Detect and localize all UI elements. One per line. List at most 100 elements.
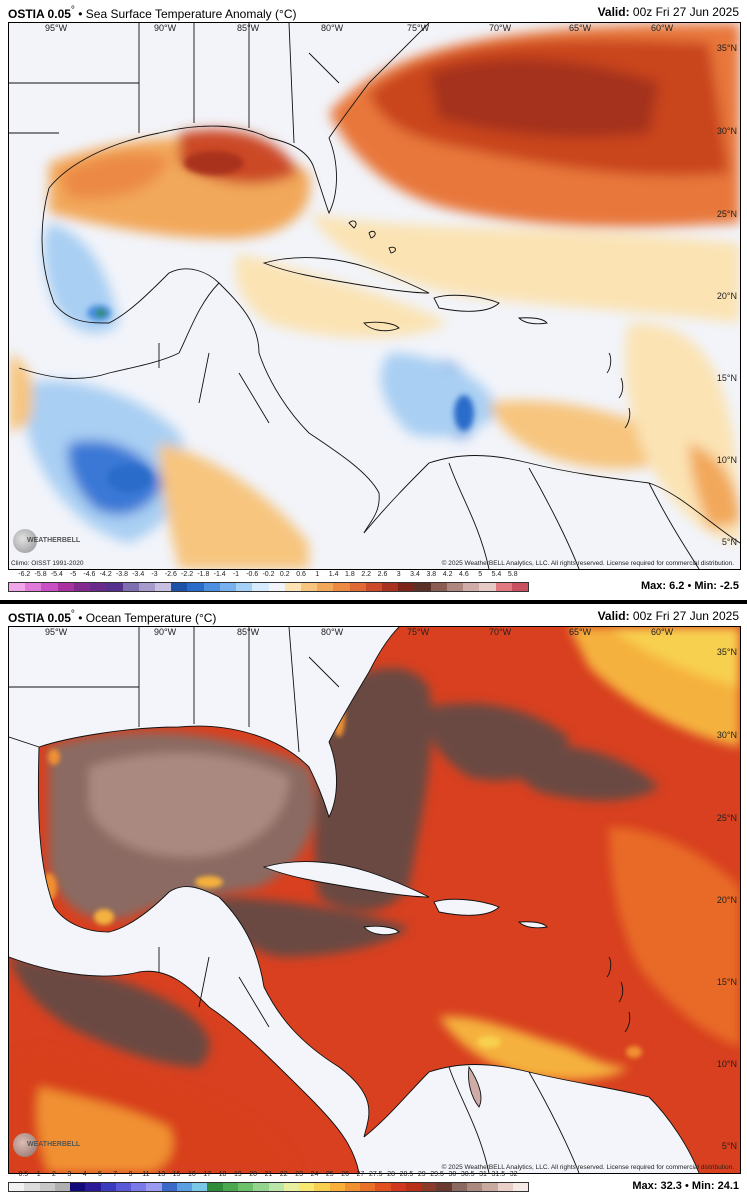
colorbar-swatch [421, 1183, 437, 1191]
ocean-valid-time: Valid: 00z Fri 27 Jun 2025 [597, 609, 739, 623]
colorbar-swatch [222, 1183, 238, 1191]
weatherbell-logo-icon [13, 529, 37, 553]
lat-label: 5°N [721, 537, 737, 547]
colorbar-swatch [360, 1183, 376, 1191]
panel-divider [0, 600, 747, 604]
ocean-colorbar-swatches [8, 1182, 529, 1192]
colorbar-tick-label: -5.8 [34, 571, 47, 578]
colorbar-tick-label: 11 [142, 1171, 150, 1178]
colorbar-tick-label: 1.8 [345, 571, 355, 578]
colorbar-tick-label: 23 [295, 1171, 304, 1178]
colorbar-swatch [115, 1183, 132, 1191]
lon-label: 70°W [489, 23, 512, 33]
lat-label: 25°N [716, 813, 737, 823]
anomaly-title: OSTIA 0.05° • Sea Surface Temperature An… [8, 5, 297, 21]
colorbar-swatch [192, 1183, 208, 1191]
colorbar-swatch [283, 1183, 300, 1191]
colorbar-swatch [24, 1183, 40, 1191]
colorbar-tick-label: -2.2 [181, 571, 194, 578]
colorbar-swatch [252, 583, 269, 591]
colorbar-tick-label: 3.8 [426, 571, 437, 578]
colorbar-tick-label: 15 [172, 1171, 181, 1178]
lat-label: 5°N [721, 1141, 737, 1151]
lat-label: 30°N [716, 730, 737, 740]
colorbar-tick-label: 2 [52, 1171, 56, 1178]
ocean-temp-panel: OSTIA 0.05° • Ocean Temperature (°C) Val… [0, 604, 747, 1200]
colorbar-swatch [154, 583, 172, 591]
colorbar-tick-label: 20 [249, 1171, 258, 1178]
lat-label: 10°N [716, 1059, 737, 1069]
ocean-title-bar: OSTIA 0.05° • Ocean Temperature (°C) Val… [0, 604, 747, 626]
lon-label: 90°W [154, 627, 177, 637]
colorbar-tick-label: 4.2 [442, 571, 453, 578]
colorbar-tick-label: -4.6 [83, 571, 96, 578]
colorbar-swatch [300, 583, 318, 591]
anomaly-map-canvas [9, 23, 740, 569]
colorbar-tick-label: 4.6 [459, 571, 469, 578]
lat-label: 35°N [716, 43, 737, 53]
colorbar-swatch [85, 1183, 101, 1191]
colorbar-tick-label: 0.2 [279, 571, 290, 578]
anomaly-variable-title: • Sea Surface Temperature Anomaly (°C) [78, 7, 297, 21]
colorbar-swatch [436, 1183, 452, 1191]
anomaly-colorbar-labels: -6.2 -5.8 -5.4 -5 -4.6 -4.2 -3.8 -3.4 -3 -2.6 -2.2… [8, 570, 529, 582]
colorbar-tick-label: 2.6 [377, 571, 388, 578]
colorbar-tick-label: 29.5 [430, 1171, 444, 1178]
lon-label: 70°W [489, 627, 512, 637]
lon-label: 95°W [45, 23, 68, 33]
colorbar-swatch [122, 583, 139, 591]
lon-label: 65°W [569, 23, 592, 33]
weatherbell-logo: WEATHERBELL [13, 1133, 80, 1159]
colorbar-swatch [236, 583, 253, 591]
colorbar-swatch [344, 1183, 361, 1191]
colorbar-tick-label: 4 [82, 1171, 87, 1178]
lon-label: 80°W [321, 627, 344, 637]
anomaly-map[interactable]: 95°W 90°W 85°W 80°W 75°W 70°W 65°W 60°W … [8, 22, 741, 570]
anomaly-colorbar: -6.2 -5.8 -5.4 -5 -4.6 -4.2 -3.8 -3.4 -3 -2.6 -2.2… [8, 570, 529, 598]
colorbar-swatch [365, 583, 383, 591]
colorbar-swatch [349, 583, 366, 591]
colorbar-tick-label: -5 [70, 571, 77, 578]
colorbar-swatch [207, 1183, 223, 1191]
colorbar-swatch [446, 583, 464, 591]
colorbar-swatch [451, 1183, 467, 1191]
colorbar-swatch [268, 1183, 284, 1191]
colorbar-swatch [25, 583, 42, 591]
lon-label: 60°W [651, 627, 674, 637]
colorbar-swatch [57, 583, 74, 591]
ocean-temp-map[interactable]: 95°W 90°W 85°W 80°W 75°W 70°W 65°W 60°W … [8, 626, 741, 1174]
colorbar-tick-label: 3 [67, 1171, 72, 1178]
colorbar-tick-label: 32 [509, 1171, 518, 1178]
lat-label: 15°N [716, 373, 737, 383]
colorbar-tick-label: 16 [187, 1171, 196, 1178]
colorbar-swatch [131, 1183, 147, 1191]
colorbar-swatch [161, 1183, 177, 1191]
colorbar-swatch [375, 1183, 391, 1191]
colorbar-swatch [398, 583, 415, 591]
colorbar-swatch [479, 583, 496, 591]
colorbar-swatch [299, 1183, 315, 1191]
anomaly-valid-time: Valid: 00z Fri 27 Jun 2025 [597, 5, 739, 19]
ocean-coastlines [9, 627, 700, 1173]
ocean-title: OSTIA 0.05° • Ocean Temperature (°C) [8, 609, 217, 625]
anomaly-shading [9, 23, 740, 569]
colorbar-tick-label: 28 [387, 1171, 395, 1178]
colorbar-tick-label: 19 [233, 1171, 242, 1178]
colorbar-swatch [146, 1183, 162, 1191]
colorbar-tick-label: 1 [315, 571, 320, 578]
anomaly-colorbar-swatches [8, 582, 529, 592]
colorbar-swatch [237, 1183, 254, 1191]
colorbar-tick-label: 0.6 [296, 571, 306, 578]
colorbar-tick-label: -3.8 [115, 571, 128, 578]
colorbar-swatch [495, 583, 512, 591]
colorbar-swatch [41, 583, 58, 591]
colorbar-swatch [512, 1183, 529, 1191]
anomaly-max-min: Max: 6.2 • Min: -2.5 [640, 580, 739, 592]
colorbar-swatch [333, 583, 350, 591]
colorbar-swatch [329, 1183, 345, 1191]
product-name: OSTIA 0.05 [8, 611, 71, 625]
colorbar-swatch [314, 1183, 330, 1191]
ocean-colorbar: 0.5 1 2 3 4 5 7 9 11 13 15 16 17 18 19 20 21 22 23 24 25 26 27… [8, 1170, 529, 1198]
lat-label: 10°N [716, 455, 737, 465]
colorbar-swatch [219, 583, 237, 591]
